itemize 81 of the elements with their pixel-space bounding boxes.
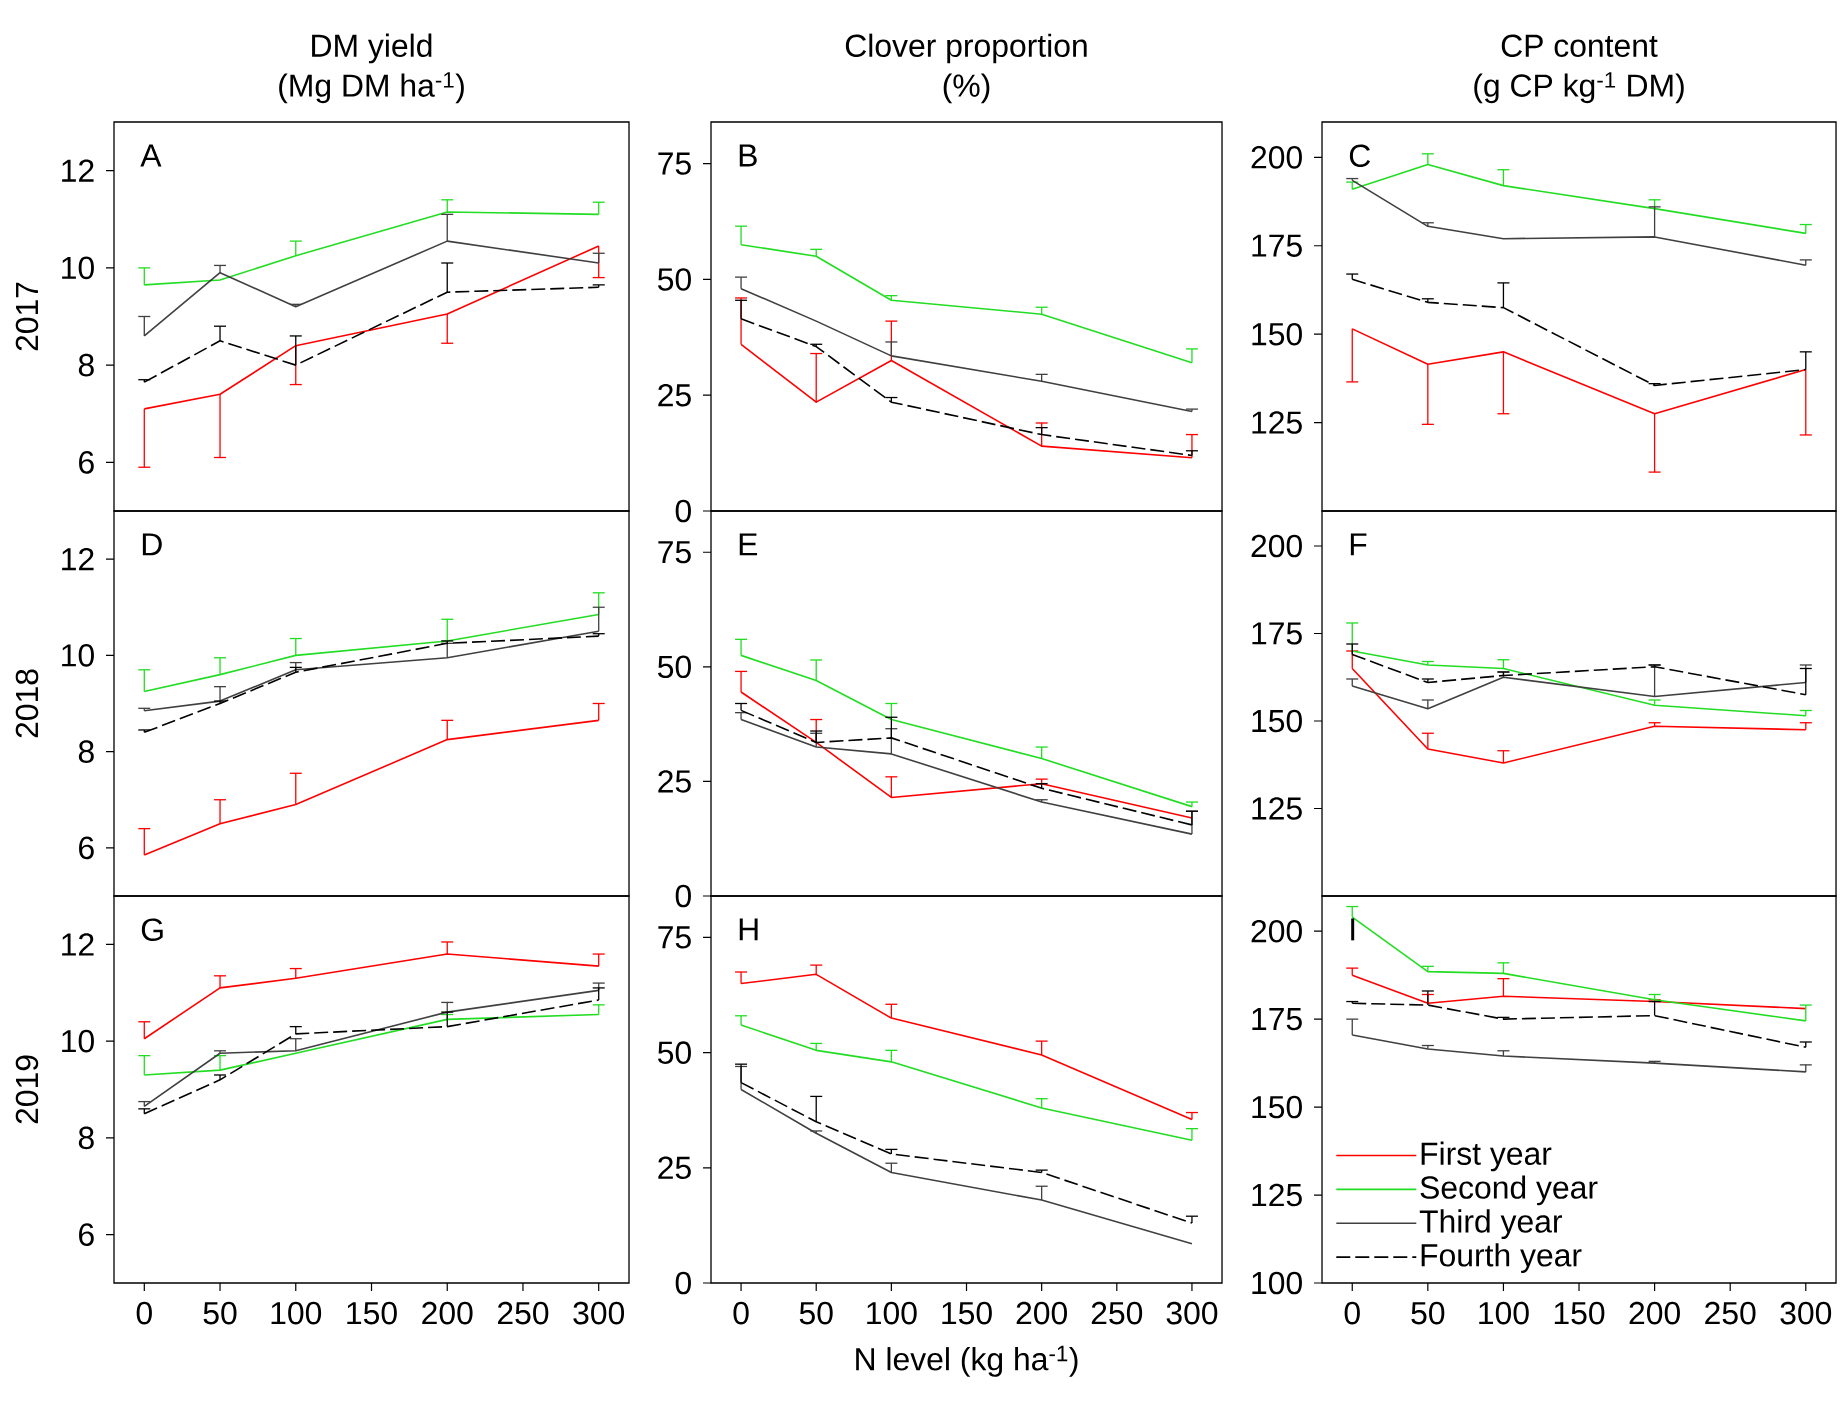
y-tick-label: 200 [1251,919,1302,943]
y-tick-label: 175 [1252,622,1302,645]
y-tick-label: 25 [658,383,691,407]
y-tick-label: 6 [79,1223,94,1246]
annotation: D [142,533,162,556]
y-tick-label: 0 [675,1271,691,1295]
y-axis-title: 2018 [15,669,39,738]
x-tick-label: 100 [867,1301,917,1325]
x-tick-label: 150 [347,1301,397,1325]
y-tick-label: 125 [1252,411,1302,434]
y-tick-label: 75 [658,926,691,949]
chart-subtitle: (g CP kg$^{-1}$ DM) [1474,72,1684,104]
y-tick-label: 12 [62,933,94,956]
annotation: F [1350,533,1367,556]
y-tick-label: 10 [62,256,94,280]
annotation: G [141,918,163,942]
y-tick-label: 25 [658,770,691,793]
y-tick-label: 50 [658,655,691,679]
chart-title: CP content [1501,34,1658,58]
y-tick-label: 100 [1252,1271,1302,1295]
y-tick-label: 150 [1252,709,1302,733]
chart-title: Clover proportion [845,33,1087,64]
y-axis-title: 2019 [15,1055,39,1124]
annotation: I [1351,918,1355,941]
y-tick-label: 25 [658,1156,691,1180]
y-axis-title: 2017 [15,282,39,351]
y-tick-label: 150 [1252,1095,1302,1119]
annotation: H [739,918,758,941]
y-tick-label: 12 [62,159,94,182]
x-tick-label: 300 [1166,1301,1218,1325]
legend-label: Fourth year [1421,1243,1582,1273]
x-tick-label: 0 [1344,1301,1360,1325]
y-tick-label: 200 [1251,146,1302,169]
x-tick-label: 250 [1091,1301,1143,1325]
annotation: C [1349,144,1371,168]
annotation: A [140,144,162,167]
y-tick-label: 0 [675,499,691,523]
y-tick-label: 200 [1251,534,1302,558]
y-tick-label: 75 [658,541,691,564]
x-tick-label: 200 [1016,1301,1067,1325]
x-tick-label: 250 [1705,1301,1756,1325]
y-tick-label: 10 [62,1029,94,1053]
y-tick-label: 175 [1252,1008,1302,1031]
x-tick-label: 200 [1629,1301,1680,1325]
legend-label: Third year [1419,1209,1562,1240]
legend-label: First year [1421,1141,1552,1172]
y-tick-label: 12 [62,548,94,571]
x-tick-label: 150 [1554,1301,1605,1325]
x-tick-label: 100 [271,1301,322,1325]
chart-subtitle: (%) [943,73,990,104]
y-tick-label: 175 [1252,234,1302,257]
y-tick-label: 6 [79,451,94,474]
y-tick-label: 150 [1252,322,1302,346]
y-tick-label: 50 [658,268,691,291]
x-tick-label: 100 [1479,1301,1529,1325]
y-tick-label: 0 [675,884,691,908]
y-tick-label: 10 [62,644,94,667]
y-tick-label: 8 [78,1126,94,1150]
y-tick-label: 125 [1252,1183,1302,1207]
y-tick-label: 8 [78,353,94,377]
x-tick-label: 300 [573,1301,625,1325]
chart-title: DM yield [312,33,432,64]
x-axis-title: N level (kg ha$^{-1}$) [856,1345,1078,1377]
annotation: E [739,533,758,556]
x-tick-label: 300 [1780,1301,1832,1325]
x-tick-label: 0 [136,1301,152,1325]
y-tick-label: 8 [78,740,94,763]
x-tick-label: 250 [497,1301,549,1325]
y-tick-label: 50 [658,1041,691,1064]
x-tick-label: 50 [203,1301,237,1325]
y-tick-label: 125 [1252,797,1302,820]
y-tick-label: 75 [658,152,691,175]
y-tick-label: 6 [79,836,94,860]
x-tick-label: 50 [1411,1301,1445,1325]
chart-subtitle: (Mg DM ha$^{-1}$) [279,72,464,104]
x-tick-label: 200 [422,1301,473,1325]
legend-label: Second year [1420,1175,1598,1206]
x-tick-label: 50 [799,1301,833,1325]
x-tick-label: 150 [942,1301,992,1325]
x-tick-label: 0 [733,1301,749,1325]
annotation: B [739,144,757,167]
